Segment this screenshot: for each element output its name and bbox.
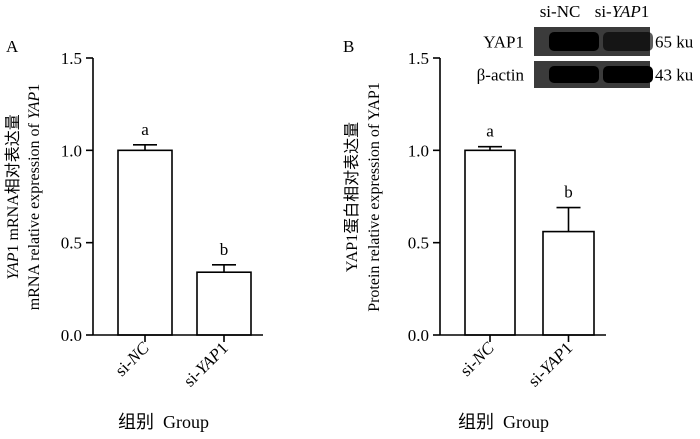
panel-letter: B [343,37,354,56]
blot-protein-label: β-actin [477,66,525,85]
x-category-label: si-NC [456,338,498,380]
y-axis-label-cn: YAP1 mRNA相对表达量 [4,114,22,280]
y-tick-label: 1.5 [61,49,82,68]
x-category-label: si-NC [111,338,153,380]
x-axis-label: 组别 Group [118,412,209,432]
y-axis-label-en: mRNA relative expression of YAP1 [26,84,43,310]
blot-band [603,66,653,83]
chart-panel-a: A 0.0 0.5 1.0 1.5 a si-NC b si-YAP1 YAP1 mRNA相对表达… [4,37,263,432]
blot-lane-label: si-YAP1 [595,2,650,21]
significance-letter: a [141,120,149,139]
chart-panel-b: B 0.0 0.5 1.0 1.5 a si-NC b si-YAP1 YAP1蛋白相对表达量 Pr… [343,37,606,432]
y-tick-label: 1.0 [408,141,429,160]
y-tick-label: 0.0 [408,326,429,345]
bar [196,271,252,336]
y-tick-label: 1.0 [61,141,82,160]
significance-letter: b [220,240,229,259]
x-category-label: si-YAP1 [180,338,232,390]
western-blot: si-NC si-YAP1 YAP1 65 ku β-actin 43 ku [477,2,694,88]
blot-band [549,32,599,51]
y-axis-label-en: Protein relative expression of YAP1 [366,82,383,312]
significance-letter: a [486,122,494,141]
x-category-label: si-YAP1 [524,338,576,390]
x-axis-label: 组别 Group [458,412,549,432]
bar [542,230,595,336]
significance-letter: b [564,183,573,202]
y-tick-label: 0.5 [61,234,82,253]
blot-band [603,32,653,51]
blot-size-label: 65 ku [655,33,694,52]
y-tick-label: 0.5 [408,234,429,253]
y-tick-label: 0.0 [61,326,82,345]
bar [117,149,173,336]
blot-band [549,66,599,83]
blot-protein-label: YAP1 [483,33,524,52]
blot-size-label: 43 ku [655,66,694,85]
y-axis-label-cn: YAP1蛋白相对表达量 [343,122,361,272]
y-tick-label: 1.5 [408,49,429,68]
bar [464,149,516,336]
blot-lane-label: si-NC [540,2,581,21]
panel-letter: A [6,37,19,56]
